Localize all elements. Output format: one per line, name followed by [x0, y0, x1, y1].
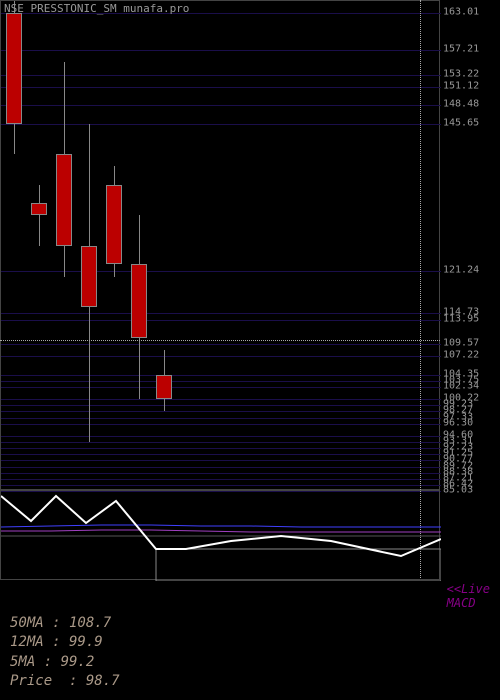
- grid-line: [1, 356, 441, 357]
- grid-line: [1, 271, 441, 272]
- macd-label-line2: MACD: [447, 596, 490, 610]
- macd-label: <<Live MACD: [447, 582, 490, 610]
- y-axis-label: 107.22: [443, 350, 479, 361]
- grid-line: [1, 105, 441, 106]
- candle-wick: [39, 185, 40, 246]
- grid-line: [1, 411, 441, 412]
- y-axis-label: 148.48: [443, 99, 479, 110]
- candle-body[interactable]: [131, 264, 147, 338]
- grid-line: [1, 424, 441, 425]
- grid-line: [1, 375, 441, 376]
- y-axis-label: 121.24: [443, 264, 479, 275]
- grid-line: [1, 479, 441, 480]
- grid-line: [1, 387, 441, 388]
- grid-line: [1, 50, 441, 51]
- grid-line: [1, 467, 441, 468]
- grid-line: [1, 460, 441, 461]
- indicator-line-blue: [1, 525, 441, 527]
- y-axis-label: 153.22: [443, 68, 479, 79]
- candle-body[interactable]: [6, 13, 22, 123]
- info-line: 5MA : 99.2: [10, 653, 120, 673]
- grid-line: [1, 448, 441, 449]
- grid-line: [1, 87, 441, 88]
- grid-line: [1, 75, 441, 76]
- y-axis-label: 102.34: [443, 380, 479, 391]
- candle-body[interactable]: [81, 246, 97, 307]
- chart-container: NSE PRESSTONIC_SM munafa.pro 163.01 157.2…: [0, 0, 500, 700]
- y-axis-label: 85.03: [443, 485, 473, 496]
- grid-line: [1, 344, 441, 345]
- grid-line: [1, 320, 441, 321]
- grid-line: [1, 399, 441, 400]
- candle-body[interactable]: [56, 154, 72, 246]
- y-axis-label: 145.65: [443, 117, 479, 128]
- candle-body[interactable]: [156, 375, 172, 400]
- grid-line: [1, 436, 441, 437]
- y-axis-label: 157.21: [443, 44, 479, 55]
- grid-line: [1, 313, 441, 314]
- macd-label-line1: <<Live: [447, 582, 490, 596]
- y-axis-label: 109.57: [443, 338, 479, 349]
- grid-line: [1, 405, 441, 406]
- y-axis-label: 151.12: [443, 80, 479, 91]
- grid-line: [1, 454, 441, 455]
- info-line: 50MA : 108.7: [10, 614, 120, 634]
- y-axis-label: 163.01: [443, 7, 479, 18]
- info-box: 50MA : 108.712MA : 99.95MA : 99.2Price :…: [0, 608, 130, 698]
- info-line: Price : 98.7: [10, 672, 120, 692]
- y-axis-label: 113.95: [443, 313, 479, 324]
- grid-line: [1, 473, 441, 474]
- grid-line: [1, 442, 441, 443]
- grid-line: [1, 124, 441, 125]
- grid-line: [1, 418, 441, 419]
- grid-line: [1, 381, 441, 382]
- candle-body[interactable]: [31, 203, 47, 215]
- indicator-line-purple: [1, 530, 441, 532]
- y-axis-label: 96.30: [443, 417, 473, 428]
- info-line: 12MA : 99.9: [10, 633, 120, 653]
- grid-line: [1, 485, 441, 486]
- crosshair-horizontal: [0, 340, 440, 341]
- price-panel[interactable]: [0, 0, 440, 490]
- candle-body[interactable]: [106, 185, 122, 265]
- macd-panel[interactable]: [0, 490, 440, 580]
- chart-title: NSE PRESSTONIC_SM munafa.pro: [4, 2, 189, 15]
